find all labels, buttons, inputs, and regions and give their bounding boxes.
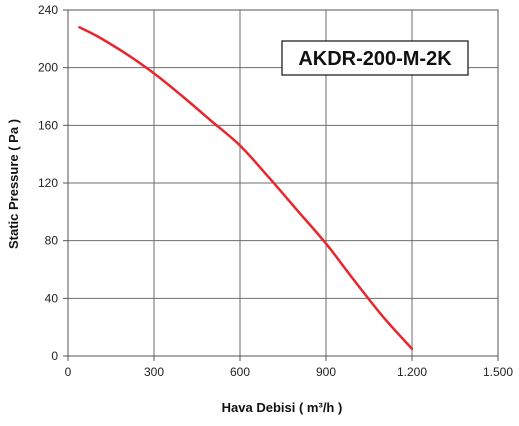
y-tick-label: 240 [38, 3, 58, 17]
x-tick-label: 900 [316, 365, 336, 379]
y-axis-title: Static Pressure ( Pa ) [6, 119, 21, 249]
y-tick-label: 0 [51, 349, 58, 363]
x-tick-label: 300 [144, 365, 164, 379]
model-annotation: AKDR-200-M-2K [281, 40, 469, 76]
y-tick-label: 40 [45, 291, 59, 305]
model-annotation-text: AKDR-200-M-2K [298, 48, 452, 70]
x-tick-label: 600 [230, 365, 250, 379]
y-axis-ticks: 0 40 80 120 160 200 240 [38, 3, 68, 363]
grid [67, 9, 499, 357]
y-tick-label: 160 [38, 118, 58, 132]
series-line [78, 26, 414, 351]
y-tick-label: 120 [38, 176, 58, 190]
x-tick-label: 1.200 [397, 365, 427, 379]
x-axis-ticks: 0 300 600 900 1.200 1.500 [65, 356, 513, 379]
y-tick-label: 200 [38, 61, 58, 75]
model-annotation-box [281, 40, 469, 76]
series-layer [78, 26, 414, 351]
x-axis-title: Hava Debisi ( m³/h ) [222, 400, 343, 415]
x-tick-label: 1.500 [483, 365, 513, 379]
y-tick-label: 80 [45, 234, 59, 248]
x-tick-label: 0 [65, 365, 72, 379]
